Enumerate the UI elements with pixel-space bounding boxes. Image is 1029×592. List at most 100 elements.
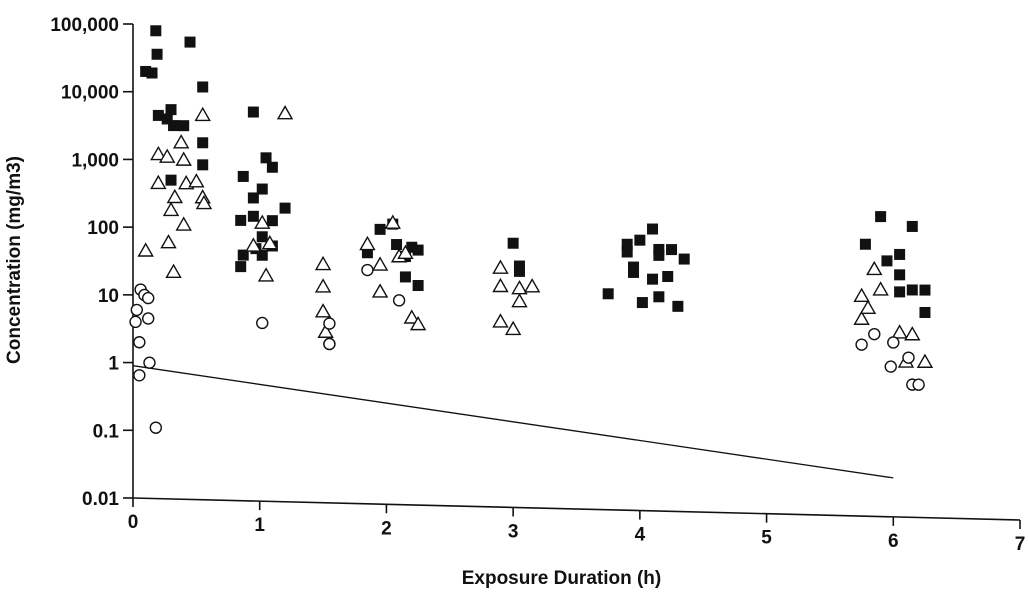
axes — [132, 24, 1021, 521]
square-point — [881, 255, 893, 267]
circle-point — [149, 421, 163, 434]
circle-point — [912, 378, 925, 391]
triangle-point — [371, 283, 389, 298]
triangle-point — [261, 234, 279, 250]
square-point — [636, 297, 648, 309]
triangle-point — [160, 234, 177, 249]
reference-line — [132, 365, 894, 479]
triangle-point — [904, 326, 921, 341]
triangle-point — [371, 256, 389, 271]
square-point — [513, 265, 525, 277]
square-point — [662, 270, 674, 282]
triangle-point — [254, 214, 271, 229]
square-point — [859, 238, 871, 250]
square-point — [875, 211, 887, 223]
triangle-point — [853, 310, 870, 325]
square-point — [412, 244, 424, 256]
y-tick-label: 100 — [87, 218, 119, 239]
triangle-point — [314, 255, 332, 271]
y-tick-label: 1 — [108, 354, 119, 375]
square-point — [247, 106, 259, 118]
triangle-point — [194, 106, 211, 122]
triangle-point — [257, 267, 275, 282]
triangle-point — [492, 277, 509, 293]
triangle-point — [492, 259, 509, 274]
triangle-point — [150, 174, 167, 190]
square-point — [672, 300, 684, 312]
square-point — [165, 174, 177, 186]
triangle-point — [159, 148, 176, 163]
circle-point — [129, 315, 142, 329]
triangle-point — [359, 235, 376, 251]
triangle-point — [859, 299, 877, 314]
x-tick-label: 3 — [508, 521, 519, 542]
square-point — [197, 81, 209, 93]
triangle-point — [397, 244, 414, 260]
triangle-point — [523, 278, 541, 293]
square-point — [374, 223, 386, 235]
square-point — [152, 109, 164, 121]
square-point — [256, 183, 268, 195]
square-point — [621, 238, 633, 250]
circle-point — [133, 336, 146, 349]
circle-point — [855, 338, 868, 351]
triangle-point — [317, 323, 334, 338]
triangle-point — [866, 260, 883, 276]
square-point — [399, 271, 411, 283]
triangle-point — [384, 214, 401, 229]
triangle-point — [916, 353, 934, 368]
square-point — [235, 261, 247, 273]
triangle-point — [403, 309, 420, 324]
square-point — [140, 65, 152, 77]
circle-point — [392, 294, 406, 307]
triangle-point — [150, 145, 167, 161]
triangle-point — [175, 151, 192, 166]
square-point — [653, 291, 665, 303]
circle-point — [868, 327, 881, 341]
circle-point — [142, 312, 155, 325]
square-point — [894, 248, 906, 260]
circle-point — [142, 291, 155, 305]
square-point — [266, 215, 278, 227]
square-point — [151, 48, 163, 60]
square-point — [256, 249, 268, 261]
x-tick-label: 5 — [761, 528, 772, 549]
square-point — [666, 244, 678, 256]
square-point — [653, 249, 665, 261]
circle-point — [884, 360, 897, 373]
circle-point — [130, 303, 144, 317]
x-tick-label: 1 — [254, 515, 265, 536]
triangle-point — [853, 287, 870, 303]
y-tick-label: 0.1 — [93, 421, 120, 442]
x-axis-ticks: 0 1 2 3 4 5 6 7 — [128, 498, 1025, 555]
square-point — [406, 241, 418, 253]
x-tick-label: 6 — [888, 531, 899, 552]
square-point — [919, 284, 931, 296]
x-tick-label: 0 — [128, 512, 139, 533]
x-tick-label: 2 — [381, 518, 392, 539]
square-point — [247, 210, 259, 222]
square-point — [197, 137, 209, 149]
y-axis-ticks: 0.01 0.1 1 10 100 1,000 10,000 100,000 — [50, 15, 133, 510]
square-point — [150, 25, 162, 37]
square-point — [647, 273, 659, 285]
square-point — [647, 223, 659, 235]
y-tick-label: 10,000 — [61, 83, 119, 104]
square-point — [628, 266, 640, 278]
square-point — [235, 214, 247, 226]
triangle-point — [504, 320, 522, 336]
triangle-point — [166, 188, 184, 204]
square-point — [906, 220, 918, 232]
y-tick-label: 100,000 — [50, 15, 119, 36]
square-point — [678, 253, 690, 265]
triangle-point — [165, 263, 182, 278]
x-tick-label: 4 — [635, 525, 646, 546]
square-point — [279, 202, 291, 214]
triangle-point — [188, 173, 205, 188]
triangle-point — [195, 194, 213, 210]
square-point — [256, 231, 268, 243]
square-point — [919, 306, 931, 318]
triangle-point — [409, 315, 427, 331]
triangle-point — [175, 216, 192, 231]
